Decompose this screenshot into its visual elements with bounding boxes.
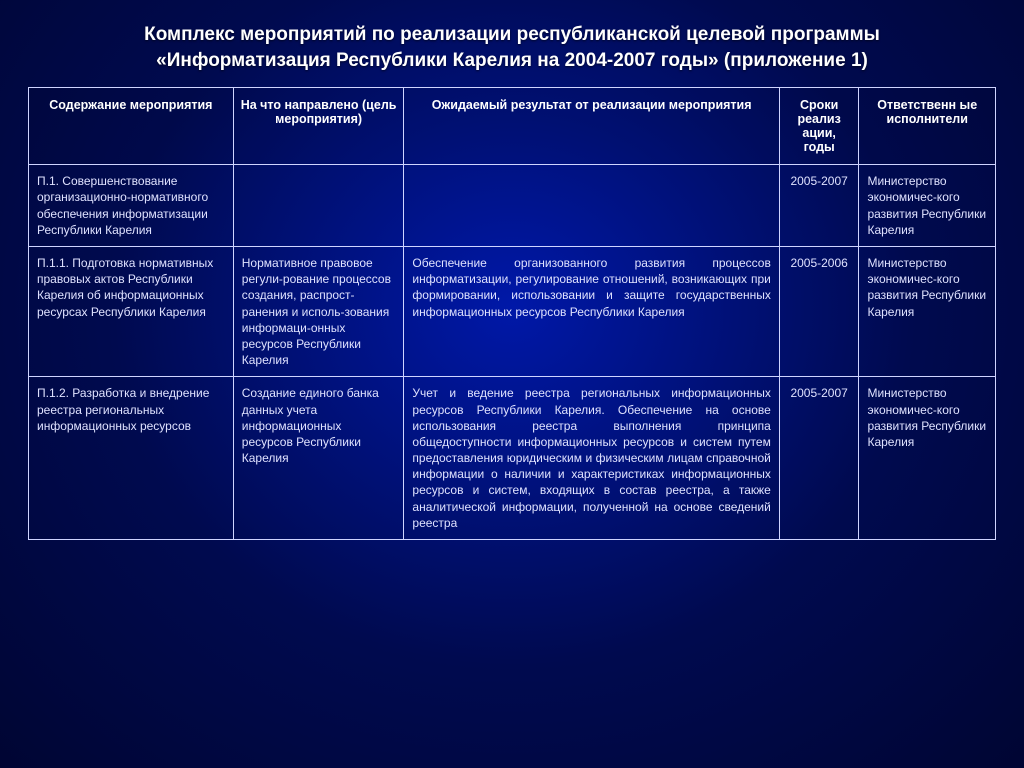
col-header-executor: Ответственн ые исполнители — [859, 88, 996, 165]
activities-table: Содержание мероприятия На что направлено… — [28, 87, 996, 540]
cell-result: Обеспечение организованного развития про… — [404, 247, 779, 377]
col-header-result: Ожидаемый результат от реализации меропр… — [404, 88, 779, 165]
cell-dates: 2005-2006 — [779, 247, 859, 377]
table-row: П.1. Совершенствование организационно-но… — [29, 165, 996, 247]
cell-executor: Министерство экономичес-кого развития Ре… — [859, 247, 996, 377]
cell-purpose: Создание единого банка данных учета инфо… — [233, 377, 404, 540]
slide: Комплекс мероприятий по реализации респу… — [0, 0, 1024, 540]
cell-result — [404, 165, 779, 247]
table-header-row: Содержание мероприятия На что направлено… — [29, 88, 996, 165]
cell-content: П.1.2. Разработка и внедрение реестра ре… — [29, 377, 234, 540]
table-row: П.1.2. Разработка и внедрение реестра ре… — [29, 377, 996, 540]
col-header-dates: Сроки реализ ации, годы — [779, 88, 859, 165]
cell-executor: Министерство экономичес-кого развития Ре… — [859, 377, 996, 540]
cell-dates: 2005-2007 — [779, 377, 859, 540]
page-title: Комплекс мероприятий по реализации респу… — [28, 22, 996, 73]
cell-result: Учет и ведение реестра региональных инфо… — [404, 377, 779, 540]
cell-content: П.1.1. Подготовка нормативных правовых а… — [29, 247, 234, 377]
col-header-content: Содержание мероприятия — [29, 88, 234, 165]
title-line-1: Комплекс мероприятий по реализации респу… — [144, 24, 880, 45]
table-row: П.1.1. Подготовка нормативных правовых а… — [29, 247, 996, 377]
cell-purpose — [233, 165, 404, 247]
cell-content: П.1. Совершенствование организационно-но… — [29, 165, 234, 247]
cell-purpose: Нормативное правовое регули-рование проц… — [233, 247, 404, 377]
cell-executor: Министерство экономичес-кого развития Ре… — [859, 165, 996, 247]
title-line-2: «Информатизация Республики Карелия на 20… — [156, 50, 868, 71]
col-header-purpose: На что направлено (цель мероприятия) — [233, 88, 404, 165]
cell-dates: 2005-2007 — [779, 165, 859, 247]
